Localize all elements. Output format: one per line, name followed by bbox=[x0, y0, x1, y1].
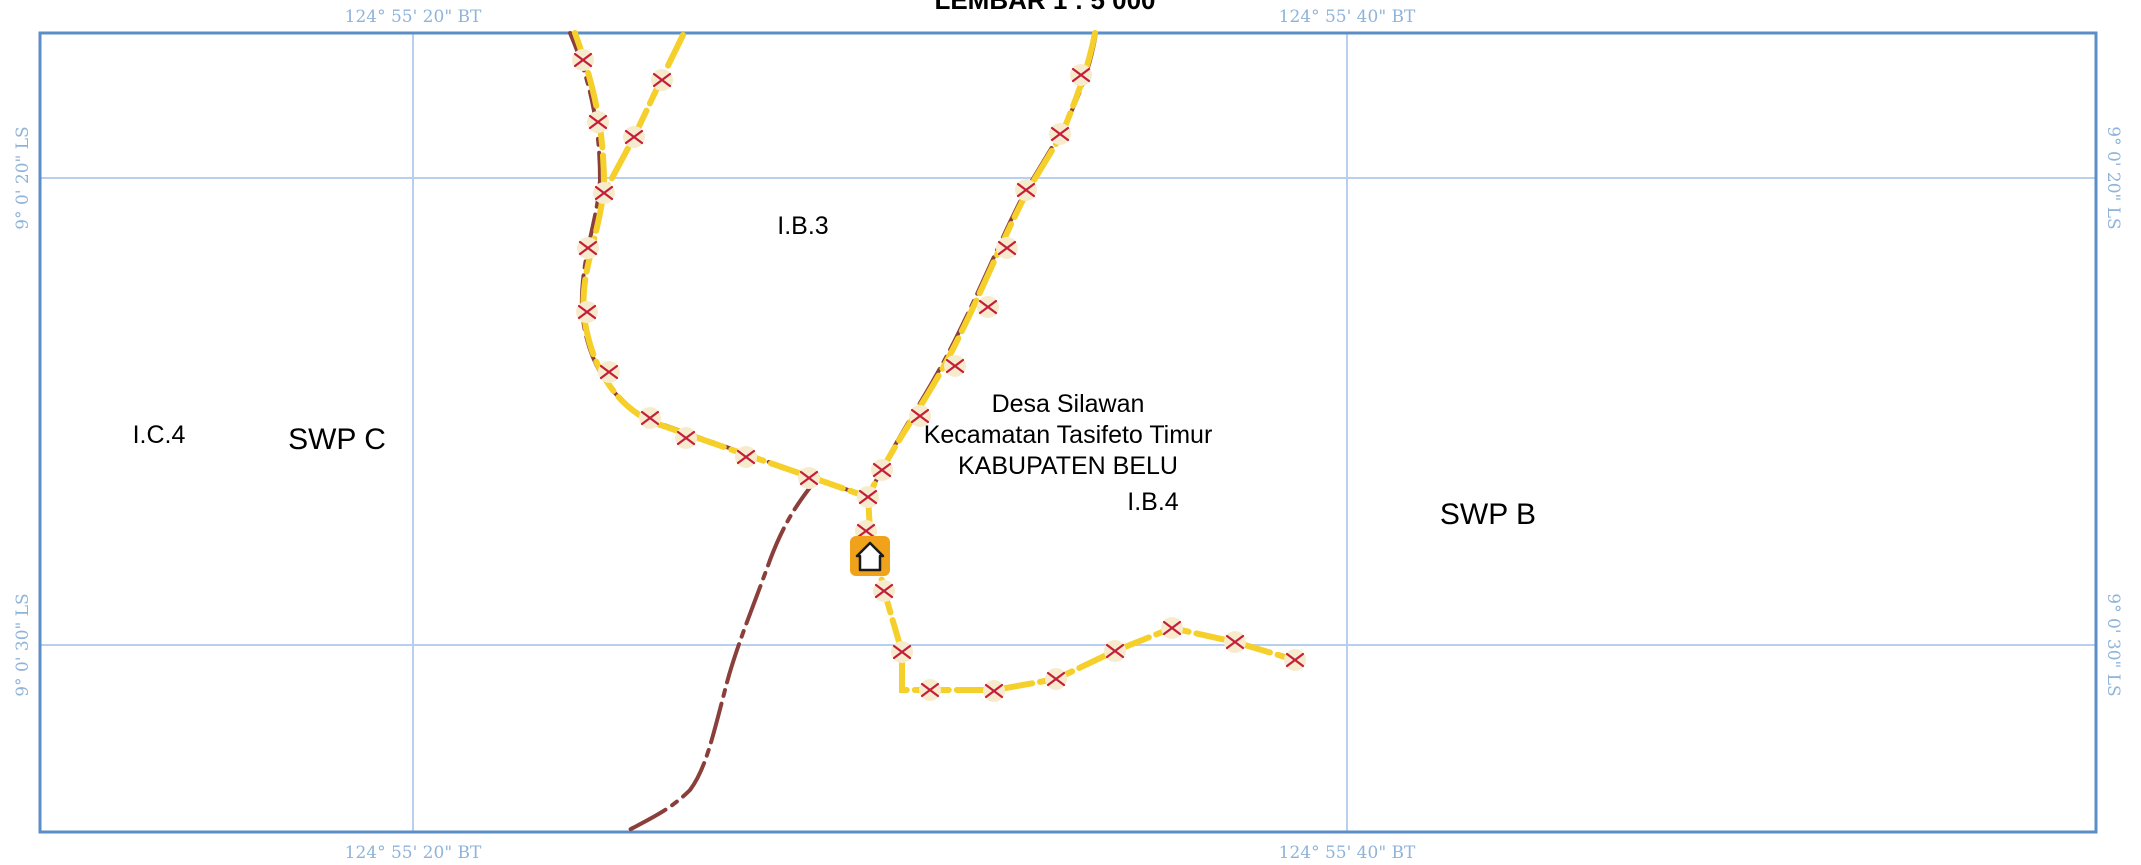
road-marker bbox=[623, 126, 645, 148]
road-marker bbox=[675, 427, 697, 449]
road-marker bbox=[871, 459, 893, 481]
road-marker bbox=[944, 355, 966, 377]
road-marker bbox=[1049, 123, 1071, 145]
boundary-line-west bbox=[568, 31, 870, 499]
coord-lat-left-bottom: 9° 0' 30" LS bbox=[13, 593, 33, 696]
label-swp-c: SWP C bbox=[288, 423, 386, 456]
road-marker bbox=[977, 296, 999, 318]
coord-lat-right-top: 9° 0' 20" LS bbox=[2103, 126, 2123, 229]
road-south-east bbox=[865, 494, 1298, 693]
road-marker bbox=[1161, 617, 1183, 639]
road-marker bbox=[919, 679, 941, 701]
coord-lon-top-right: 124° 55' 40" BT bbox=[1279, 7, 1416, 27]
road-marker bbox=[891, 641, 913, 663]
house-icon bbox=[855, 541, 885, 572]
road-marker bbox=[587, 111, 609, 133]
label-block-ic4: I.C.4 bbox=[133, 421, 186, 449]
road-marker bbox=[1045, 668, 1067, 690]
coord-lon-bottom-right: 124° 55' 40" BT bbox=[1279, 843, 1416, 863]
road-marker bbox=[639, 407, 661, 429]
road-marker bbox=[1070, 64, 1092, 86]
label-block-ib4: I.B.4 bbox=[1127, 488, 1179, 516]
road-marker bbox=[1104, 640, 1126, 662]
label-village: Desa Silawan bbox=[992, 390, 1145, 418]
label-regency: KABUPATEN BELU bbox=[958, 452, 1178, 480]
map-frame bbox=[38, 31, 2098, 834]
boundary-line-south bbox=[623, 475, 820, 834]
poi-house[interactable] bbox=[850, 536, 890, 576]
label-swp-b: SWP B bbox=[1440, 498, 1536, 531]
road-marker bbox=[1015, 179, 1037, 201]
grid-lines bbox=[40, 33, 2096, 832]
road-marker bbox=[1284, 649, 1306, 671]
road-marker bbox=[909, 405, 931, 427]
coord-lon-bottom-left: 124° 55' 20" BT bbox=[345, 843, 482, 863]
road-west bbox=[572, 30, 871, 500]
road-markers bbox=[572, 49, 1306, 702]
coord-lat-right-bottom: 9° 0' 30" LS bbox=[2103, 593, 2123, 696]
road-north-branch bbox=[601, 32, 686, 196]
road-marker bbox=[798, 467, 820, 489]
road-north bbox=[865, 30, 1098, 500]
coord-lat-left-top: 9° 0' 20" LS bbox=[13, 126, 33, 229]
road-marker bbox=[873, 580, 895, 602]
road-marker bbox=[983, 680, 1005, 702]
road-network bbox=[572, 30, 1298, 693]
road-marker bbox=[576, 301, 598, 323]
road-marker bbox=[735, 446, 757, 468]
road-marker bbox=[651, 69, 673, 91]
road-marker bbox=[996, 237, 1018, 259]
label-district: Kecamatan Tasifeto Timur bbox=[924, 421, 1213, 449]
road-marker bbox=[593, 182, 615, 204]
map-title-partial: LEMBAR 1 : 5 000 bbox=[934, 0, 1155, 15]
road-marker bbox=[577, 237, 599, 259]
road-marker bbox=[857, 486, 879, 508]
road-marker bbox=[572, 49, 594, 71]
road-marker bbox=[1224, 631, 1246, 653]
label-block-ib3: I.B.3 bbox=[777, 212, 828, 240]
road-marker bbox=[598, 361, 620, 383]
coord-lon-top-left: 124° 55' 20" BT bbox=[345, 7, 482, 27]
